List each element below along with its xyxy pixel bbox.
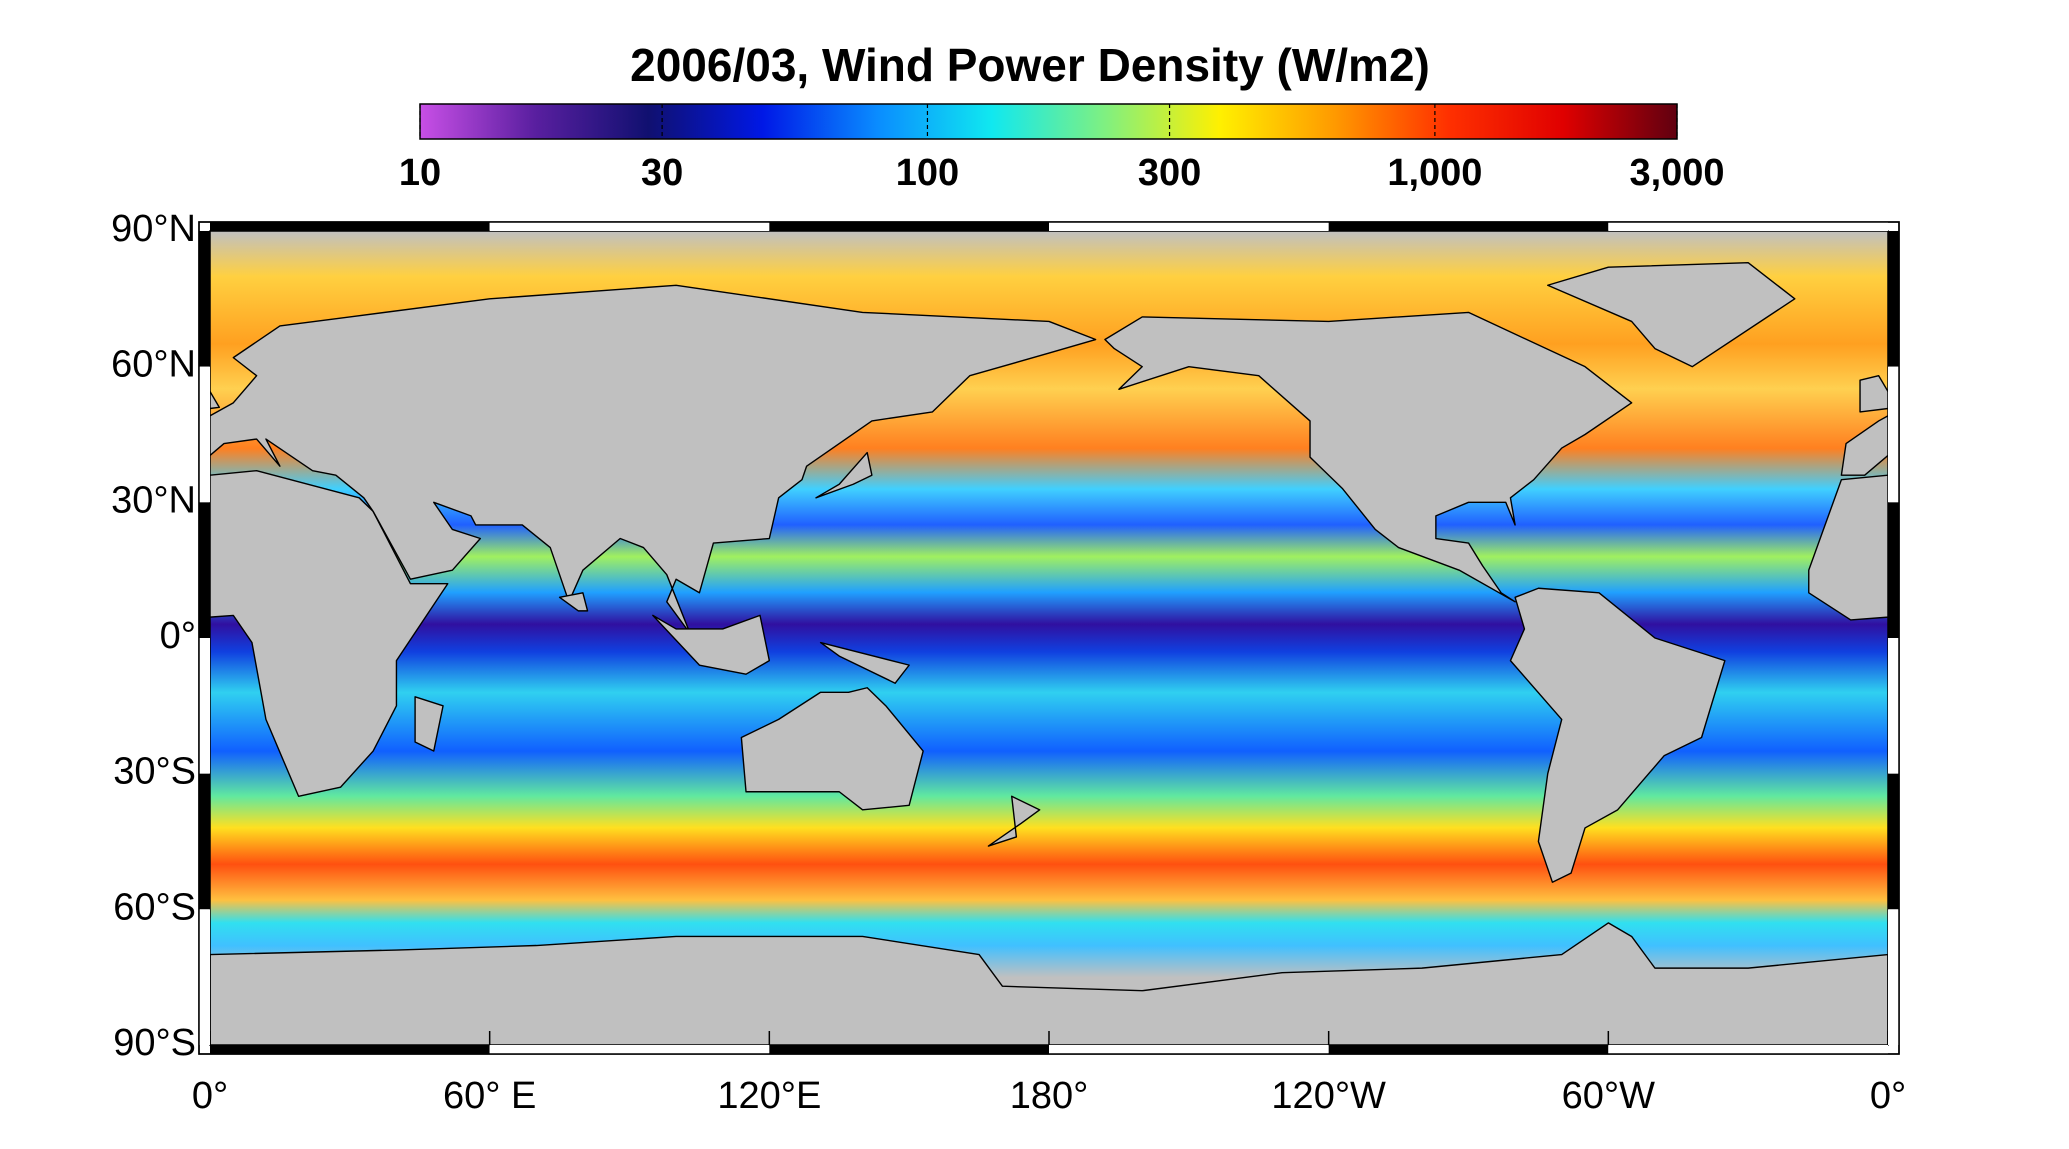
frame-bar <box>1608 222 1888 231</box>
land <box>652 614 771 675</box>
lon-tick-label: 0° <box>1870 1075 1906 1117</box>
land <box>987 795 1041 847</box>
land <box>0 263 117 367</box>
land <box>210 390 221 410</box>
colorbar-tick-label: 1,000 <box>1387 152 1482 194</box>
land <box>1840 414 1888 476</box>
land <box>1104 311 1633 603</box>
frame-bar <box>1888 231 1899 367</box>
colorbar-tick-label: 10 <box>399 152 441 194</box>
colorbar-tick-label: 100 <box>896 152 959 194</box>
land <box>740 687 924 811</box>
frame-bar <box>769 1045 1049 1054</box>
map-frame-outer-edge <box>198 221 1900 1055</box>
frame-bar <box>1888 773 1899 910</box>
frame-bar <box>199 909 210 1045</box>
colorbar-tick-label: 30 <box>641 152 683 194</box>
map-title: 2006/03, Wind Power Density (W/m2) <box>630 39 1430 91</box>
frame-bar <box>210 222 490 231</box>
frame-bar <box>1049 222 1329 231</box>
land <box>815 451 873 499</box>
frame-bar <box>1888 366 1899 503</box>
map-area <box>0 231 1888 1045</box>
frame-bar <box>199 231 210 367</box>
lat-tick-label: 90°N <box>111 208 196 250</box>
colorbar <box>419 103 1678 140</box>
land <box>558 592 589 612</box>
frame-bar <box>1888 638 1899 774</box>
lon-tick-label: 60°W <box>1562 1075 1655 1117</box>
frame-bar <box>489 1045 770 1054</box>
lon-tick-label: 180° <box>1010 1075 1089 1117</box>
land <box>0 588 47 882</box>
frame-bar <box>1888 909 1899 1045</box>
lon-tick-label: 60° E <box>443 1075 536 1117</box>
land <box>1859 375 1888 413</box>
frame-bar <box>199 502 210 638</box>
frame-bar <box>1608 1045 1888 1054</box>
colorbar-tick-label: 3,000 <box>1629 152 1724 194</box>
lat-tick-label: 90°S <box>113 1022 196 1064</box>
lon-tick-label: 0° <box>192 1075 228 1117</box>
lat-tick-label: 60°N <box>111 344 196 386</box>
land <box>210 922 1888 1045</box>
frame-bar <box>199 773 210 910</box>
land <box>1547 261 1796 368</box>
frame-bar <box>1049 1045 1329 1054</box>
lon-tick-label: 120°W <box>1271 1075 1386 1117</box>
land <box>210 469 449 797</box>
frame-bar <box>489 222 770 231</box>
frame-bar <box>199 638 210 774</box>
land <box>819 641 910 684</box>
colorbar-tick-label: 300 <box>1138 152 1201 194</box>
lat-tick-label: 0° <box>160 615 196 657</box>
lon-tick-label: 120°E <box>717 1075 821 1117</box>
frame-bar <box>769 222 1049 231</box>
frame-bar <box>210 1045 490 1054</box>
land <box>414 696 444 752</box>
lat-tick-label: 30°S <box>113 751 196 793</box>
frame-bar <box>1328 222 1609 231</box>
frame-bar <box>1888 502 1899 638</box>
land <box>1808 474 1888 621</box>
land <box>1887 953 1888 1045</box>
frame-bar <box>199 366 210 503</box>
land <box>210 284 1097 635</box>
land <box>1509 587 1726 883</box>
lat-tick-label: 30°N <box>111 479 196 521</box>
lat-tick-label: 60°S <box>113 886 196 928</box>
frame-bar <box>1328 1045 1609 1054</box>
